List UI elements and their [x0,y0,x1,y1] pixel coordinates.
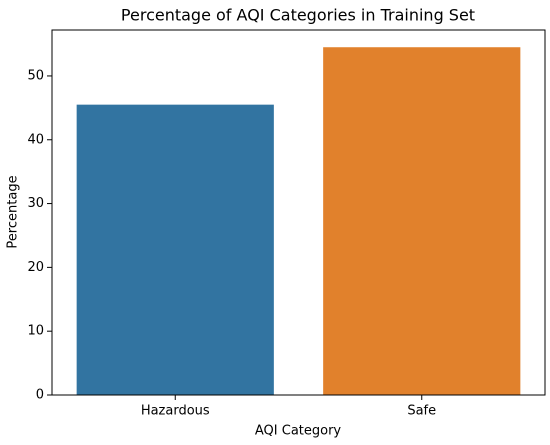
y-tick-label: 50 [27,68,44,83]
x-tick-label: Safe [407,404,436,419]
x-tick-label: Hazardous [141,404,210,419]
y-axis-label: Percentage [6,175,21,248]
y-tick-label: 30 [27,196,44,211]
bar [76,104,274,395]
x-axis-label: AQI Category [255,424,342,439]
bar [323,47,521,396]
y-tick-label: 10 [27,324,44,339]
chart-title: Percentage of AQI Categories in Training… [121,6,475,25]
y-tick-label: 40 [27,132,44,147]
y-tick-label: 20 [27,260,44,275]
y-tick-label: 0 [36,388,44,403]
plot-frame [51,29,546,396]
